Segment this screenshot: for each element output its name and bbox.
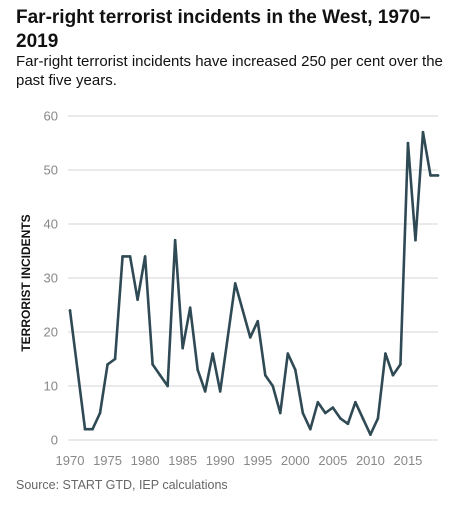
data-point-1982 (158, 373, 162, 377)
data-point-2002 (309, 427, 312, 431)
data-point-1993 (241, 309, 245, 312)
data-point-1970 (68, 309, 72, 312)
data-point-1996 (263, 373, 267, 377)
chart-subtitle: Far-right terrorist incidents have incre… (16, 53, 443, 89)
data-point-1997 (271, 384, 275, 388)
data-point-2019 (436, 174, 440, 177)
data-point-2004 (324, 411, 327, 415)
data-point-1981 (151, 363, 154, 366)
data-point-1984 (173, 238, 177, 242)
data-point-1972 (83, 427, 87, 431)
y-tick-label: 60 (44, 109, 58, 124)
data-point-2016 (414, 238, 417, 242)
data-point-2006 (339, 417, 342, 420)
data-point-2000 (294, 368, 297, 372)
data-point-1979 (136, 298, 139, 301)
x-tick-label: 2010 (356, 453, 385, 468)
data-point-1995 (256, 319, 260, 323)
x-tick-label: 1995 (243, 453, 272, 468)
data-point-1975 (106, 363, 109, 366)
data-point-2005 (331, 406, 335, 409)
data-point-2007 (346, 422, 350, 426)
y-tick-label: 0 (51, 433, 58, 448)
data-point-1999 (286, 352, 290, 355)
series-line (68, 130, 440, 436)
x-tick-label: 2015 (393, 453, 422, 468)
data-point-1974 (98, 411, 102, 415)
data-point-2008 (354, 400, 357, 404)
x-tick-label: 1985 (168, 453, 197, 468)
data-point-1992 (233, 282, 237, 285)
data-point-2001 (301, 411, 305, 415)
data-point-2010 (369, 433, 372, 436)
data-point-2009 (361, 417, 365, 420)
data-point-1987 (196, 368, 199, 372)
data-point-1990 (218, 390, 222, 393)
x-tick-label: 1975 (93, 453, 122, 468)
data-point-1998 (278, 411, 282, 415)
data-point-1983 (166, 384, 169, 388)
chart-title: Far-right terrorist incidents in the Wes… (16, 7, 431, 52)
data-point-2015 (406, 141, 410, 145)
gridlines (68, 115, 438, 441)
data-point-1971 (76, 368, 79, 372)
y-tick-label: 40 (44, 217, 58, 232)
y-tick-label: 30 (44, 271, 58, 286)
data-point-2003 (316, 400, 320, 404)
source-note: Source: START GTD, IEP calculations (16, 478, 228, 492)
data-point-2011 (376, 417, 380, 420)
data-point-1978 (128, 255, 132, 258)
data-points (68, 130, 440, 436)
y-tick-label: 10 (44, 379, 58, 394)
x-tick-label: 1970 (56, 453, 85, 468)
y-axis-ticks: 0 10 20 30 40 50 60 (44, 109, 58, 448)
data-point-2013 (391, 373, 395, 377)
x-tick-label: 1980 (131, 453, 160, 468)
data-point-2012 (384, 352, 387, 355)
data-point-1973 (91, 427, 94, 431)
x-tick-label: 1990 (206, 453, 235, 468)
data-point-1989 (211, 352, 214, 355)
data-point-1977 (121, 255, 124, 258)
y-tick-label: 20 (44, 325, 58, 340)
data-point-1980 (143, 255, 147, 258)
y-axis-label: TERRORIST INCIDENTS (19, 214, 33, 351)
data-point-1994 (248, 336, 252, 339)
x-tick-label: 2000 (281, 453, 310, 468)
data-point-2018 (429, 174, 432, 177)
data-point-2014 (399, 363, 402, 366)
data-point-1985 (181, 346, 184, 350)
x-axis-ticks: 1970 1975 1980 1985 1990 1995 2000 2005 2010 2015 (56, 453, 423, 468)
data-point-1991 (226, 336, 230, 339)
x-tick-label: 2005 (318, 453, 347, 468)
data-point-1976 (113, 357, 117, 361)
data-point-1988 (203, 390, 207, 393)
data-point-2017 (421, 130, 425, 134)
y-tick-label: 50 (44, 163, 58, 178)
data-point-1986 (188, 306, 192, 310)
